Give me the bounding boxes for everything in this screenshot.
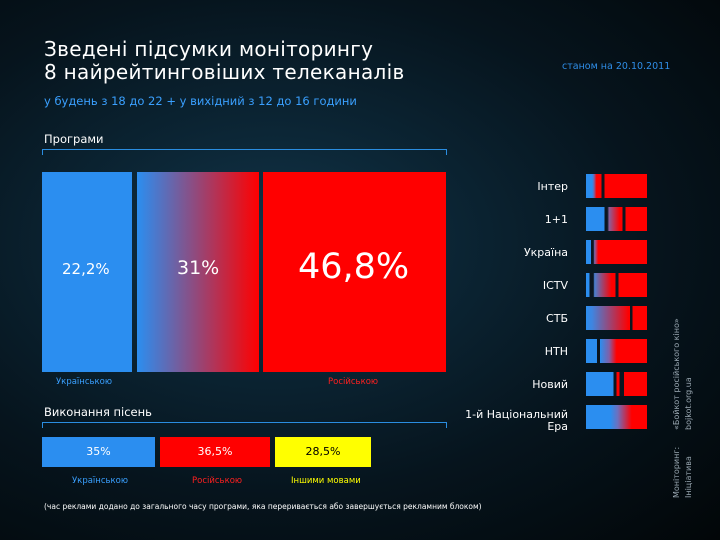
page-title: Зведені підсумки моніторингу 8 найрейтин…: [44, 38, 405, 84]
program-pct-ukrainian: 22,2%: [62, 260, 110, 278]
song-bar-other: 28,5%: [275, 437, 371, 467]
song-caption-russian: Російською: [192, 476, 243, 486]
song-bar-russian: 36,5%: [160, 437, 270, 467]
programs-label: Програми: [44, 132, 104, 146]
programs-bracket: [42, 149, 447, 155]
song-bar-ukrainian: 35%: [42, 437, 155, 467]
side-note-3: «Бойкот російського кіно»: [672, 318, 681, 430]
channel-label-noviy: Новий: [532, 378, 568, 391]
program-bar-russian: [263, 172, 446, 372]
channel-bar-ntn: [586, 339, 647, 363]
channel-bar-noviy: [586, 372, 647, 396]
channel-label-ictv: ICTV: [542, 279, 568, 292]
channel-label-ukraina: Україна: [523, 246, 568, 259]
title-line-1: Зведені підсумки моніторингу: [44, 37, 374, 61]
song-caption-other: Іншими мовами: [291, 476, 361, 486]
program-bar-mixed: [137, 172, 259, 372]
channel-bar-inter: [586, 174, 647, 198]
songs-label: Виконання пісень: [44, 405, 152, 419]
song-caption-ukrainian: Українською: [72, 476, 129, 486]
channel-bar-1plus1: [586, 207, 647, 231]
program-pct-russian: 46,8%: [298, 247, 410, 287]
title-line-2: 8 найрейтинговіших телеканалів: [44, 60, 405, 84]
channel-bar-stb: [586, 306, 647, 330]
songs-bracket: [42, 422, 447, 428]
side-note-2: Ініціатива: [684, 456, 693, 498]
channel-label-stb: СТБ: [546, 312, 568, 325]
channel-label-1plus1: 1+1: [544, 213, 568, 226]
side-note-1: Моніторинг:: [672, 446, 681, 498]
channel-label-ntn: НТН: [544, 345, 568, 358]
footnote: (час реклами додано до загального часу п…: [44, 502, 482, 511]
channel-bar-ukraina: [586, 240, 647, 264]
channel-bar-first-national: [586, 405, 647, 429]
channel-label-inter: Інтер: [537, 180, 568, 193]
channel-bar-ictv: [586, 273, 647, 297]
as-of-date: станом на 20.10.2011: [562, 61, 671, 72]
program-caption-russian: Російською: [328, 377, 379, 387]
program-caption-ukrainian: Українською: [56, 377, 113, 387]
program-pct-mixed: 31%: [177, 257, 220, 279]
channel-label-first-national: 1-й Національний Ера: [465, 408, 568, 433]
subtitle: у будень з 18 до 22 + у вихідний з 12 до…: [44, 94, 357, 108]
side-note-4: bojkot.org.ua: [684, 377, 693, 430]
program-bar-ukrainian: [42, 172, 132, 372]
